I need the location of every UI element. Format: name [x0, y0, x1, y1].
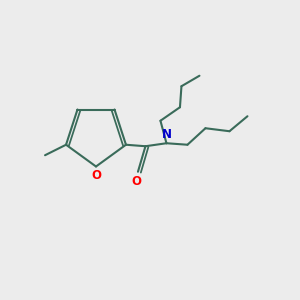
Text: O: O — [131, 175, 142, 188]
Text: N: N — [161, 128, 172, 141]
Text: O: O — [91, 169, 101, 182]
